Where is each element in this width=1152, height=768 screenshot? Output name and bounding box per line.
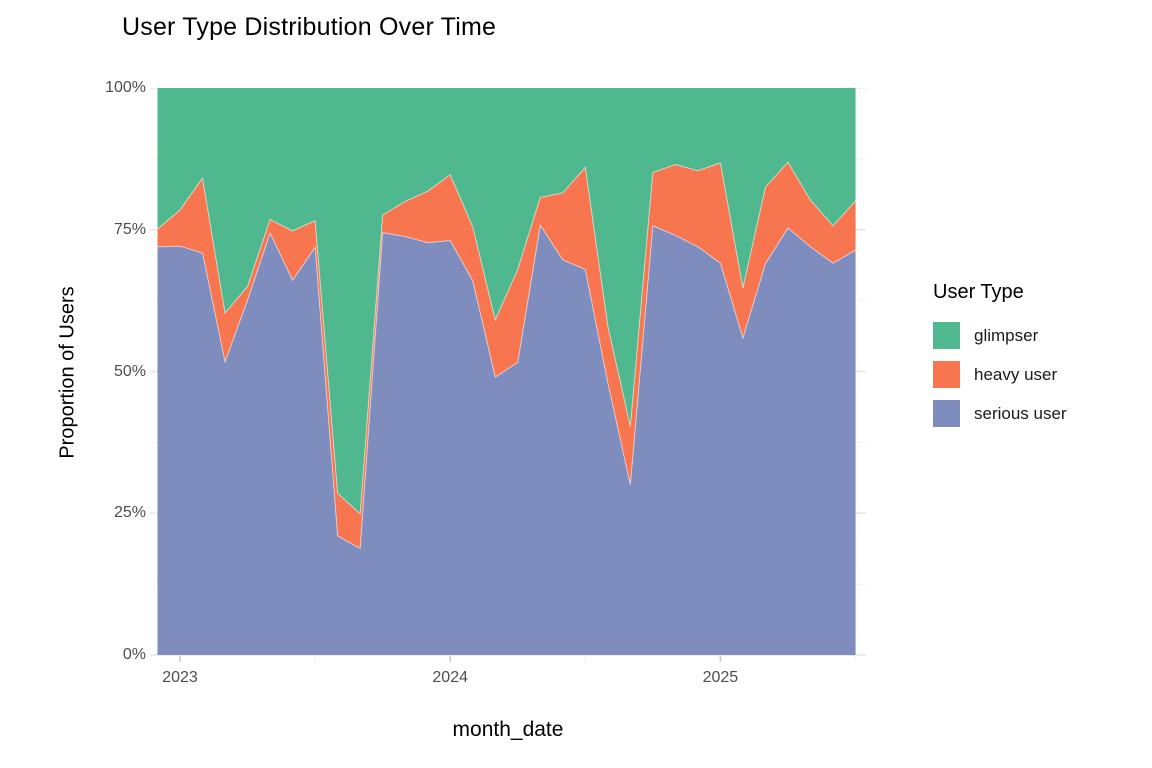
legend-label: heavy user — [974, 365, 1058, 384]
chart-title: User Type Distribution Over Time — [122, 13, 497, 41]
legend-swatch-icon — [933, 322, 960, 349]
legend-row: glimpser — [933, 322, 1067, 349]
legend-items: glimpser heavy user serious user — [933, 322, 1067, 439]
y-tick-label: 75% — [113, 220, 146, 238]
legend-title: User Type — [933, 281, 1024, 303]
y-tick-label: 25% — [113, 504, 146, 522]
legend-row: heavy user — [933, 361, 1067, 388]
legend-label: glimpser — [974, 326, 1039, 345]
x-tick-label: 2024 — [432, 669, 468, 686]
y-tick-label: 100% — [105, 79, 146, 96]
x-tick-label: 2023 — [162, 669, 198, 686]
legend-row: serious user — [933, 400, 1067, 427]
y-tick-label: 50% — [113, 362, 146, 380]
legend-swatch-icon — [933, 400, 960, 427]
x-axis-title: month_date — [452, 718, 564, 741]
legend-label: serious user — [974, 404, 1067, 423]
stacked-area-chart — [150, 87, 866, 662]
x-tick-label: 2025 — [702, 669, 739, 686]
plot-panel — [150, 87, 866, 663]
legend-swatch-icon — [933, 361, 960, 388]
y-tick-label: 0% — [122, 646, 146, 663]
